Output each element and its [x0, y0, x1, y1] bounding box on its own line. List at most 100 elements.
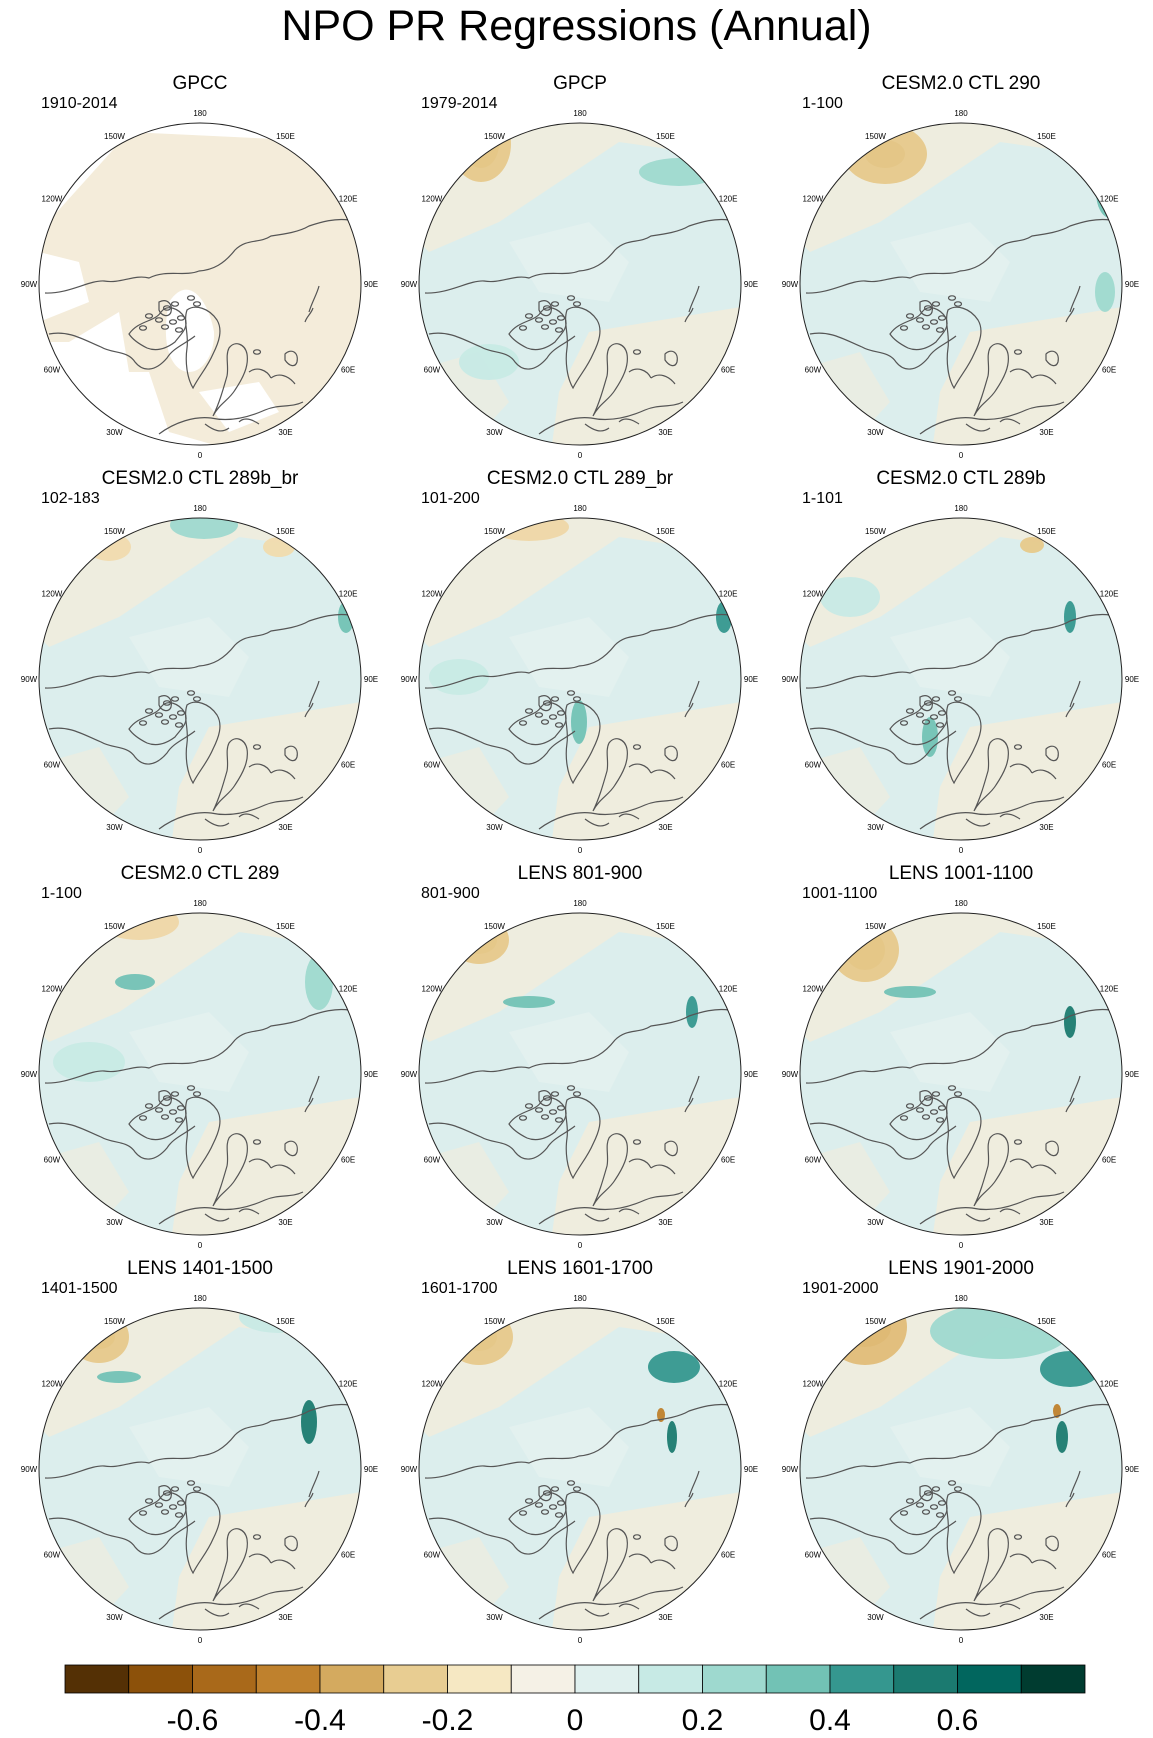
- panel-years: 1-100: [802, 95, 843, 112]
- longitude-label: 150W: [865, 527, 886, 536]
- coastlines: [44, 1008, 361, 1225]
- polar-map: 180 150E 120E 90E 60E 30E 0 30W 60W 90W 120W 150W: [401, 109, 758, 460]
- longitude-label: 0: [578, 846, 583, 855]
- longitude-label: 0: [959, 1241, 964, 1250]
- map-panel: 180 150E 120E 90E 60E 30E 0 30W 60W 90W 120W 150W CE…: [9, 467, 391, 862]
- longitude-label: 150E: [1037, 132, 1056, 141]
- longitude-label: 0: [959, 1636, 964, 1645]
- polar-map: 180 150E 120E 90E 60E 30E 0 30W 60W 90W 120W 150W: [401, 504, 758, 855]
- longitude-label: 90E: [364, 1070, 378, 1079]
- contour-field: [419, 1308, 741, 1630]
- longitude-label: 0: [198, 1636, 203, 1645]
- longitude-label: 60W: [424, 1551, 441, 1560]
- colorbar-tick-label: 0.4: [809, 1704, 851, 1737]
- coastlines: [805, 218, 1122, 435]
- longitude-label: 150E: [656, 132, 675, 141]
- map-boundary: [799, 122, 1123, 446]
- contour-anomaly: [930, 1308, 1070, 1359]
- longitude-label: 90E: [744, 675, 758, 684]
- longitude-label: 120W: [802, 1380, 823, 1389]
- map-panel: 180 150E 120E 90E 60E 30E 0 30W 60W 90W 120W 150W GP…: [9, 72, 391, 467]
- longitude-label: 30E: [1039, 823, 1053, 832]
- contour-anomaly: [338, 601, 354, 633]
- polar-map: 180 150E 120E 90E 60E 30E 0 30W 60W 90W 120W 150W: [782, 1294, 1139, 1645]
- longitude-label: 60W: [424, 366, 441, 375]
- longitude-label: 90W: [401, 675, 418, 684]
- longitude-label: 30W: [486, 1218, 503, 1227]
- panel-title: GPCC: [172, 73, 228, 94]
- colorbar-swatch: [64, 1664, 130, 1694]
- longitude-label: 120W: [802, 985, 823, 994]
- map-boundary: [38, 517, 362, 841]
- panel-title: CESM2.0 CTL 289_br: [486, 468, 674, 489]
- longitude-label: 30W: [486, 428, 503, 437]
- polar-map: 180 150E 120E 90E 60E 30E 0 30W 60W 90W 120W 150W: [21, 504, 378, 855]
- longitude-label: 60E: [341, 366, 355, 375]
- longitude-label: 180: [954, 1294, 968, 1303]
- longitude-label: 150W: [104, 922, 125, 931]
- longitude-label: 60E: [1102, 366, 1116, 375]
- longitude-label: 150W: [484, 922, 505, 931]
- longitude-label: 150W: [104, 1317, 125, 1326]
- panel-years: 1910-2014: [41, 95, 118, 112]
- longitude-label: 60W: [44, 761, 61, 770]
- map-panel: 180 150E 120E 90E 60E 30E 0 30W 60W 90W 120W 150W LE…: [770, 1257, 1152, 1652]
- longitude-label: 150E: [1037, 1317, 1056, 1326]
- longitude-label: 60W: [805, 761, 822, 770]
- longitude-label: 30E: [658, 1613, 672, 1622]
- longitude-label: 90W: [401, 1070, 418, 1079]
- longitude-label: 180: [573, 1294, 587, 1303]
- map-panel: 180 150E 120E 90E 60E 30E 0 30W 60W 90W 120W 150W LE…: [9, 1257, 391, 1652]
- contour-anomaly: [716, 601, 732, 633]
- longitude-label: 30W: [867, 1218, 884, 1227]
- longitude-label: 90E: [1125, 280, 1139, 289]
- longitude-label: 150W: [104, 132, 125, 141]
- polar-map: 180 150E 120E 90E 60E 30E 0 30W 60W 90W 120W 150W: [401, 899, 758, 1250]
- panel-title: GPCP: [553, 73, 607, 94]
- longitude-label: 120E: [1100, 1380, 1119, 1389]
- longitude-label: 90E: [364, 675, 378, 684]
- longitude-label: 90E: [364, 1465, 378, 1474]
- longitude-label: 30W: [867, 1613, 884, 1622]
- longitude-label: 0: [578, 1241, 583, 1250]
- longitude-label: 120W: [41, 1380, 62, 1389]
- panel-years: 801-900: [421, 885, 480, 902]
- longitude-label: 120W: [421, 1380, 442, 1389]
- contour-anomaly: [639, 158, 719, 186]
- polar-map: 180 150E 120E 90E 60E 30E 0 30W 60W 90W 120W 150W: [21, 899, 378, 1250]
- longitude-label: 30E: [278, 1613, 292, 1622]
- longitude-label: 120E: [339, 590, 358, 599]
- longitude-label: 120E: [719, 985, 738, 994]
- panel-title: LENS 1401-1500: [127, 1258, 273, 1279]
- panel-years: 1979-2014: [421, 95, 498, 112]
- polar-map: 180 150E 120E 90E 60E 30E 0 30W 60W 90W 120W 150W: [21, 109, 378, 460]
- longitude-label: 60W: [805, 366, 822, 375]
- longitude-label: 0: [198, 451, 203, 460]
- contour-field: [39, 518, 361, 840]
- contour-anomaly: [1064, 1006, 1076, 1038]
- map-boundary: [418, 122, 742, 446]
- longitude-label: 60E: [721, 1156, 735, 1165]
- map-boundary: [799, 912, 1123, 1236]
- longitude-label: 30W: [867, 428, 884, 437]
- contour-anomaly: [301, 1400, 317, 1444]
- colorbar-swatch: [893, 1664, 958, 1694]
- coastlines: [44, 1403, 361, 1620]
- longitude-label: 30E: [1039, 428, 1053, 437]
- colorbar: -0.6 -0.4 -0.2 0 0.2 0.4 0.6: [64, 1664, 1086, 1737]
- contour-anomaly: [429, 659, 489, 695]
- panel-years: 102-183: [41, 490, 100, 507]
- longitude-label: 180: [193, 899, 207, 908]
- coastlines: [44, 613, 361, 830]
- panel-title: LENS 1601-1700: [507, 1258, 653, 1279]
- longitude-label: 180: [573, 109, 587, 118]
- contour-anomaly: [667, 1421, 677, 1453]
- contour-field: [800, 1308, 1122, 1630]
- contour-anomaly: [115, 974, 155, 990]
- longitude-label: 30W: [106, 1613, 123, 1622]
- longitude-label: 120E: [1100, 195, 1119, 204]
- polar-map: 180 150E 120E 90E 60E 30E 0 30W 60W 90W 120W 150W: [782, 899, 1139, 1250]
- longitude-label: 60E: [1102, 761, 1116, 770]
- longitude-label: 150W: [484, 1317, 505, 1326]
- longitude-label: 150W: [104, 527, 125, 536]
